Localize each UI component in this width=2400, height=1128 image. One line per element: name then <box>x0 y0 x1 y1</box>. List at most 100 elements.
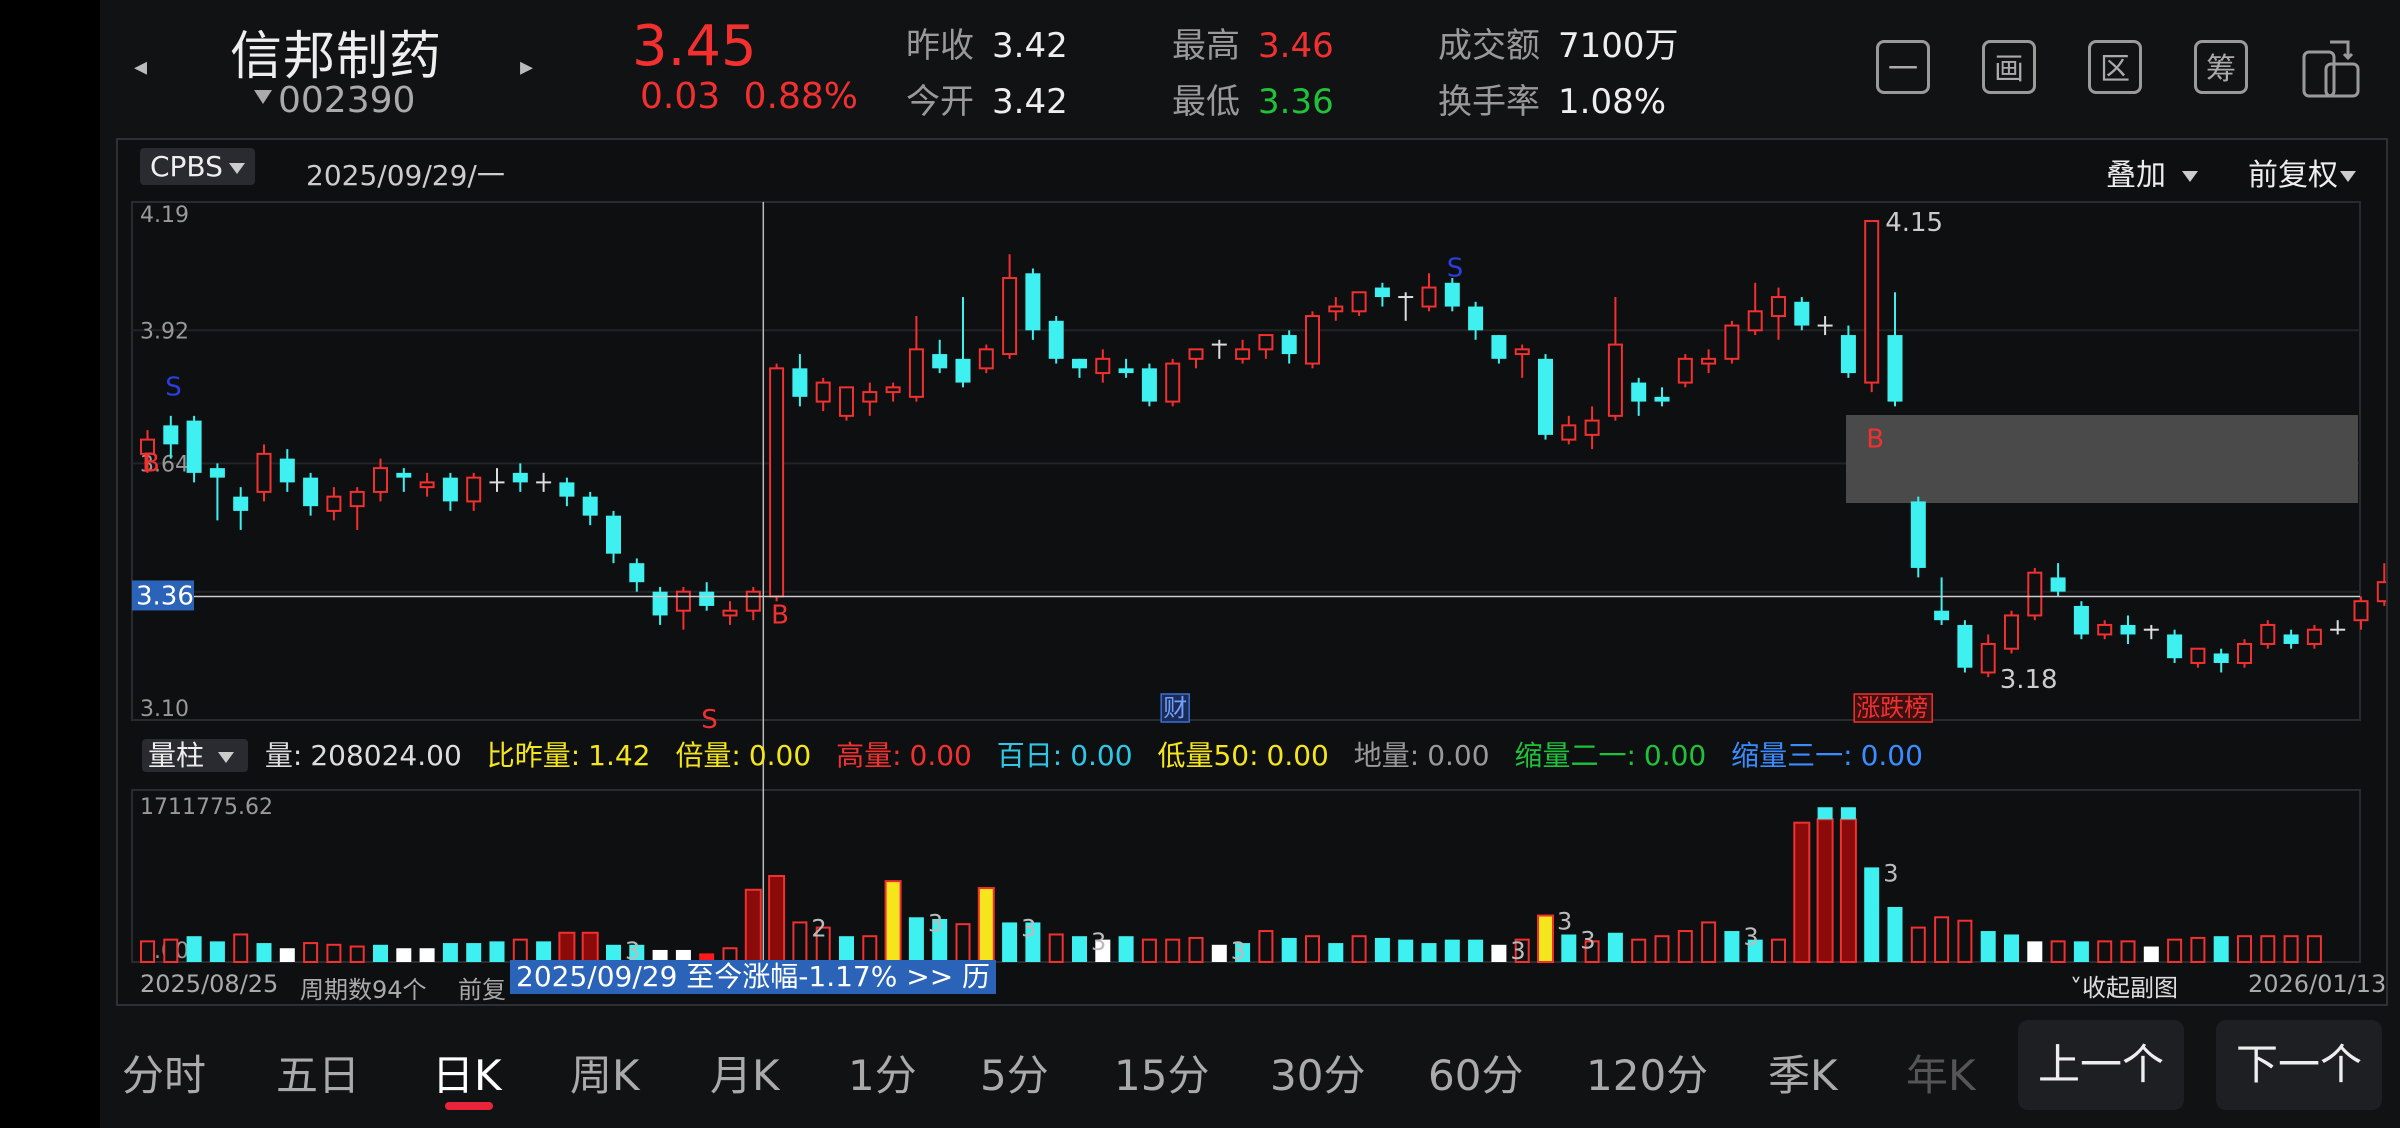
volume-bar <box>396 948 412 962</box>
tab-30min[interactable]: 30分 <box>1270 1051 1366 1100</box>
candle-up <box>1235 348 1251 360</box>
stock-code[interactable]: 002390 <box>278 80 416 121</box>
rank-badge[interactable] <box>1853 693 1933 723</box>
turnover-value: 1.08% <box>1558 82 1667 122</box>
chevron-down-icon <box>218 751 235 763</box>
candle-up <box>1328 305 1344 313</box>
candle-up <box>1864 220 1880 384</box>
finance-badge[interactable] <box>1160 693 1190 723</box>
history-gain-link[interactable]: 2025/09/29 至今涨幅-1.17% >> 历 <box>510 960 997 994</box>
volume-bar <box>2167 938 2183 964</box>
picture-icon[interactable]: 画 <box>1982 40 2036 94</box>
tab-year-k[interactable]: 年K <box>1906 1051 1976 1100</box>
shrink21-label: 缩量二一: <box>1514 739 1636 772</box>
next-button[interactable]: 下一个 <box>2216 1020 2382 1110</box>
volume-bar <box>1793 821 1811 963</box>
candle-up <box>1561 424 1577 441</box>
candle-down <box>2073 605 2089 635</box>
tab-five-day[interactable]: 五日 <box>276 1051 361 1100</box>
times-item: 倍量: 0.00 <box>675 739 819 772</box>
current-price-tag: 3.36 <box>136 581 194 611</box>
volume-marker-label: 3 <box>1510 937 1525 965</box>
candle-down <box>2167 634 2183 659</box>
high-vol-item: 高量: 0.00 <box>836 739 980 772</box>
low50-item: 低量50: 0.00 <box>1157 739 1336 772</box>
candle-down <box>163 425 179 445</box>
candle-up <box>1002 277 1018 356</box>
candle-down <box>2213 653 2229 663</box>
code-dropdown-icon[interactable] <box>254 90 272 104</box>
candle-up <box>466 476 482 503</box>
next-stock-arrow-icon[interactable]: ▸ <box>520 52 534 82</box>
candle-up <box>1677 357 1693 384</box>
candle-doji <box>1211 343 1227 346</box>
candle-down <box>1934 610 1950 621</box>
volume-marker-label: 3 <box>928 909 943 937</box>
indicator-select[interactable]: CPBS <box>140 148 255 185</box>
candle-doji <box>489 481 505 484</box>
candle-up <box>815 381 831 403</box>
volume-bar <box>536 941 552 962</box>
adjust-select[interactable]: 前复权 <box>2248 150 2356 194</box>
volume-bar <box>2004 934 2019 962</box>
candle-up <box>2097 623 2113 636</box>
turnover: 换手率 1.08% <box>1438 74 1666 123</box>
tab-1min[interactable]: 1分 <box>848 1051 917 1100</box>
volume-marker-label: 3 <box>1580 926 1595 954</box>
tab-15min[interactable]: 15分 <box>1114 1051 1210 1100</box>
volume-bar <box>1584 940 1600 963</box>
tab-60min[interactable]: 60分 <box>1428 1051 1524 1100</box>
volume-marker-label: 3 <box>1021 914 1036 942</box>
min-price-label: 3.18 <box>2000 665 2058 695</box>
candle-down <box>792 368 808 397</box>
volume-bar <box>233 933 249 963</box>
volume-bar <box>1514 938 1530 964</box>
tab-5min[interactable]: 5分 <box>980 1051 1049 1100</box>
indicator-select-label: CPBS <box>150 150 223 183</box>
candle-down <box>1910 501 1926 568</box>
candle-up <box>908 348 924 398</box>
tab-week-k[interactable]: 周K <box>570 1051 640 1100</box>
candle-down <box>2283 634 2299 644</box>
tab-fenshi[interactable]: 分时 <box>122 1051 207 1100</box>
volume-bar <box>908 917 924 962</box>
tab-120min[interactable]: 120分 <box>1586 1051 1709 1100</box>
times-label: 倍量: <box>675 739 741 772</box>
volume-select[interactable]: 量柱 <box>142 739 249 772</box>
overlay-select[interactable]: 叠加 <box>2106 150 2198 194</box>
change-percent: 0.88% <box>743 76 858 117</box>
collapse-subchart-button[interactable]: ˅收起副图 <box>2070 968 2178 1003</box>
tab-day-k[interactable]: 日K <box>432 1051 502 1100</box>
candle-up <box>839 386 854 417</box>
chevron-down-icon <box>2340 171 2356 182</box>
high-vol-value: 0.00 <box>909 739 972 772</box>
quote-header: ◂ ▸ 信邦制药 002390 3.45 0.03 0.88% 昨收 3.42 今… <box>100 0 2400 135</box>
chips-icon[interactable]: 筹 <box>2194 40 2248 94</box>
switch-device-icon[interactable] <box>2300 38 2364 102</box>
end-date: 2026/01/13 <box>2248 970 2387 998</box>
buy-marker: B <box>771 600 789 630</box>
prev-stock-arrow-icon[interactable]: ◂ <box>134 52 148 82</box>
buy-marker: B <box>1866 425 1884 455</box>
volume-bar <box>1537 914 1554 963</box>
tab-month-k[interactable]: 月K <box>710 1051 780 1100</box>
volume-bar <box>140 940 155 963</box>
candle-up <box>722 609 738 617</box>
candle-up <box>2237 642 2252 664</box>
amount: 成交额 7100万 <box>1438 18 1679 67</box>
max-price-label: 4.15 <box>1885 208 1943 238</box>
zone-icon[interactable]: 区 <box>2088 40 2142 94</box>
stock-name[interactable]: 信邦制药 <box>230 27 443 87</box>
candle-down <box>1025 273 1041 331</box>
candle-up <box>2376 581 2386 603</box>
tab-quarter-k[interactable]: 季K <box>1768 1051 1838 1100</box>
volume-bar <box>373 944 388 962</box>
volume-marker-label: 3 <box>1883 859 1898 887</box>
candle-doji <box>536 481 552 484</box>
prev-button[interactable]: 上一个 <box>2018 1020 2184 1110</box>
candle-up <box>256 452 272 493</box>
buy-marker: B <box>142 448 160 478</box>
volume-bar <box>466 943 482 962</box>
minus-icon[interactable]: 一 <box>1876 40 1930 94</box>
